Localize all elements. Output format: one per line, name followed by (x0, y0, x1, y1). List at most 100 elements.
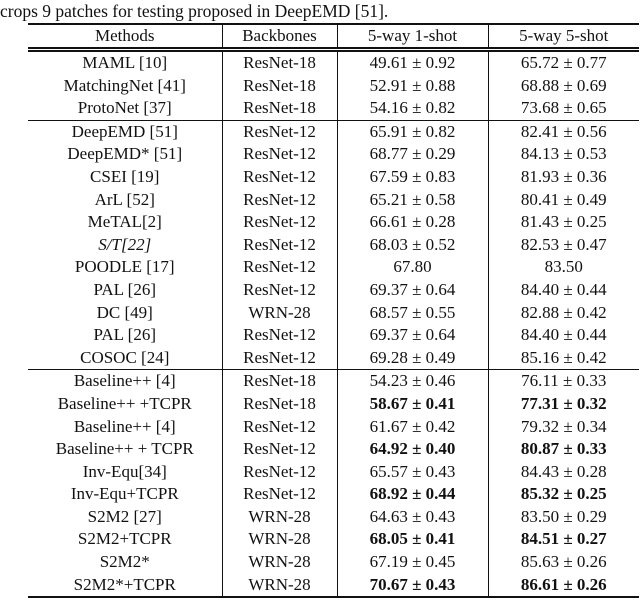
table-row: PAL [26] ResNet-12 69.37 ± 0.64 84.40 ± 0.4… (28, 278, 639, 302)
five-shot-cell: 73.68 ± 0.65 (487, 97, 639, 121)
one-shot-cell: 64.63 ± 0.43 (336, 505, 488, 529)
method-cell: DC [49] (96, 302, 153, 322)
method-cell: S2M2 [27] (87, 506, 162, 526)
table-row: S2M2+TCPR WRN-28 68.05 ± 0.41 84.51 ± 0.27 (28, 528, 639, 552)
table-row: MeTAL[2] ResNet-12 66.61 ± 0.28 81.43 ± 0.2… (28, 211, 639, 234)
backbone-cell: ResNet-12 (221, 278, 337, 302)
method-cell: ProtoNet [37] (28, 97, 222, 121)
backbone-cell: WRN-28 (221, 301, 337, 325)
header-row: Methods Backbones 5-way 1-shot 5-way 5-s… (28, 24, 639, 52)
backbone-cell: WRN-28 (221, 505, 337, 529)
backbone-cell: ResNet-12 (221, 165, 337, 189)
method-cell: DeepEMD* [51] (67, 144, 183, 164)
one-shot-cell: 69.37 ± 0.64 (336, 278, 488, 302)
backbone-cell: ResNet-12 (221, 256, 337, 279)
one-shot-cell: 68.77 ± 0.29 (336, 143, 488, 166)
one-shot-cell: 54.16 ± 0.82 (336, 97, 488, 121)
method-cell: MAML [10] (82, 53, 168, 72)
one-shot-cell: 67.80 (336, 256, 488, 279)
one-shot-cell: 65.57 ± 0.43 (336, 460, 488, 484)
five-shot-cell: 86.61 ± 0.26 (487, 573, 639, 598)
one-shot-cell: 67.59 ± 0.83 (336, 165, 488, 189)
one-shot-cell: 69.28 ± 0.49 (336, 346, 488, 371)
backbone-cell: WRN-28 (221, 573, 337, 598)
backbone-cell: WRN-28 (221, 528, 337, 552)
table-body: MAML [10] ResNet-18 49.61 ± 0.92 65.72 ± 0.… (28, 49, 639, 598)
column-header-methods: Methods (28, 24, 222, 52)
column-header-1shot: 5-way 1-shot (336, 24, 488, 52)
column-header-5shot: 5-way 5-shot (487, 24, 639, 52)
table-row: Inv-Equ[34] ResNet-12 65.57 ± 0.43 84.43 ± … (28, 460, 639, 484)
method-cell: S2M2*+TCPR (73, 574, 176, 594)
five-shot-cell: 77.31 ± 0.32 (487, 392, 639, 416)
method-cell: Baseline++ +TCPR (57, 393, 192, 413)
five-shot-cell: 81.93 ± 0.36 (487, 165, 639, 189)
table-row: Baseline++ + TCPR ResNet-12 64.92 ± 0.40 80… (28, 438, 639, 461)
method-cell: POODLE [17] (74, 257, 175, 277)
five-shot-cell: 65.72 ± 0.77 (487, 49, 639, 75)
table-row: COSOC [24] ResNet-12 69.28 ± 0.49 85.16 ± 0… (28, 346, 639, 371)
method-cell: Baseline++ [4] (73, 416, 176, 436)
backbone-cell: ResNet-12 (221, 324, 337, 347)
five-shot-cell: 80.41 ± 0.49 (487, 188, 639, 212)
backbone-cell: ResNet-12 (221, 188, 337, 212)
five-shot-cell: 84.13 ± 0.53 (487, 143, 639, 166)
table-header: Methods Backbones 5-way 1-shot 5-way 5-s… (28, 24, 639, 52)
method-cell: Inv-Equ[34] (82, 461, 167, 481)
five-shot-cell: 84.40 ± 0.44 (487, 324, 639, 347)
one-shot-cell: 67.19 ± 0.45 (336, 551, 488, 574)
backbone-cell: ResNet-12 (221, 483, 337, 506)
backbone-cell: ResNet-12 (221, 438, 337, 461)
table-row: PAL [26] ResNet-12 69.37 ± 0.64 84.40 ± 0.4… (28, 324, 639, 347)
results-table: Methods Backbones 5-way 1-shot 5-way 5-s… (28, 23, 639, 599)
one-shot-cell: 65.21 ± 0.58 (336, 188, 488, 212)
five-shot-cell: 80.87 ± 0.33 (487, 438, 639, 461)
five-shot-cell: 82.53 ± 0.47 (487, 233, 639, 257)
backbone-cell: WRN-28 (221, 551, 337, 574)
five-shot-cell: 81.43 ± 0.25 (487, 211, 639, 234)
five-shot-cell: 82.88 ± 0.42 (487, 301, 639, 325)
backbone-cell: ResNet-12 (221, 460, 337, 484)
five-shot-cell: 85.32 ± 0.25 (487, 483, 639, 506)
table-row: Baseline++ +TCPR ResNet-18 58.67 ± 0.41 77.… (28, 392, 639, 416)
table-row: Baseline++ [4] ResNet-18 54.23 ± 0.46 76.11… (28, 369, 639, 393)
one-shot-cell: 68.05 ± 0.41 (336, 528, 488, 552)
table-caption: crops 9 patches for testing proposed in … (0, 1, 389, 21)
backbone-cell: ResNet-12 (221, 143, 337, 166)
backbone-cell: ResNet-18 (221, 392, 337, 416)
one-shot-cell: 66.61 ± 0.28 (336, 211, 488, 234)
backbone-cell: ResNet-18 (221, 97, 337, 121)
table-row: ProtoNet [37] ResNet-18 54.16 ± 0.82 73.68 … (28, 97, 639, 121)
method-cell: CSEI [19] (90, 166, 160, 186)
method-cell: Baseline++ [4] (73, 371, 176, 391)
table-row: POODLE [17] ResNet-12 67.80 83.50 (28, 256, 639, 279)
table-row: Baseline++ [4] ResNet-12 61.67 ± 0.42 79.32… (28, 415, 639, 439)
backbone-cell: ResNet-18 (221, 74, 337, 98)
five-shot-cell: 83.50 (487, 256, 639, 279)
table-row: S/T[22] ResNet-12 68.03 ± 0.52 82.53 ± 0.47 (28, 233, 639, 257)
table-row: DC [49] WRN-28 68.57 ± 0.55 82.88 ± 0.42 (28, 301, 639, 325)
method-cell: Baseline++ + TCPR (55, 439, 194, 459)
method-cell: S/T[22] (98, 234, 152, 254)
five-shot-cell: 84.43 ± 0.28 (487, 460, 639, 484)
table-row: S2M2 [27] WRN-28 64.63 ± 0.43 83.50 ± 0.29 (28, 505, 639, 529)
method-cell: PAL [26] (93, 325, 157, 345)
method-cell: MeTAL[2] (87, 212, 162, 232)
table-row: S2M2*+TCPR WRN-28 70.67 ± 0.43 86.61 ± 0.26 (28, 573, 639, 598)
five-shot-cell: 68.88 ± 0.69 (487, 74, 639, 98)
method-cell: S2M2* (99, 552, 150, 572)
backbone-cell: ResNet-12 (221, 415, 337, 439)
one-shot-cell: 58.67 ± 0.41 (336, 392, 488, 416)
backbone-cell: ResNet-12 (221, 346, 337, 371)
table-row: MAML [10] ResNet-18 49.61 ± 0.92 65.72 ± 0.… (28, 49, 639, 75)
one-shot-cell: 70.67 ± 0.43 (336, 573, 488, 598)
one-shot-cell: 64.92 ± 0.40 (336, 438, 488, 461)
backbone-cell: ResNet-12 (221, 120, 337, 144)
five-shot-cell: 76.11 ± 0.33 (487, 369, 639, 393)
column-header-backbones: Backbones (221, 24, 337, 52)
backbone-cell: ResNet-18 (221, 369, 337, 393)
one-shot-cell: 54.23 ± 0.46 (336, 369, 488, 393)
table-row: MatchingNet [41] ResNet-18 52.91 ± 0.88 68.… (28, 74, 639, 98)
results-table-wrapper: Methods Backbones 5-way 1-shot 5-way 5-s… (28, 23, 639, 599)
backbone-cell: ResNet-12 (221, 211, 337, 234)
